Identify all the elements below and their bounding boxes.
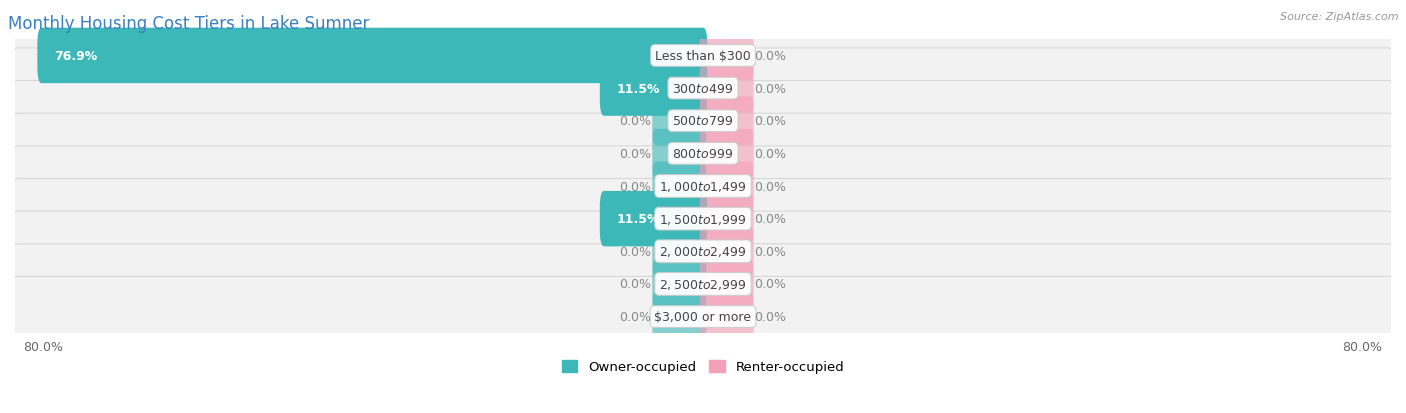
- Text: Source: ZipAtlas.com: Source: ZipAtlas.com: [1281, 12, 1399, 22]
- FancyBboxPatch shape: [700, 97, 754, 146]
- Text: $2,500 to $2,999: $2,500 to $2,999: [659, 277, 747, 291]
- Text: 76.9%: 76.9%: [55, 50, 98, 63]
- Text: 0.0%: 0.0%: [620, 180, 651, 193]
- FancyBboxPatch shape: [38, 28, 707, 84]
- Text: $1,500 to $1,999: $1,500 to $1,999: [659, 212, 747, 226]
- FancyBboxPatch shape: [600, 192, 707, 247]
- FancyBboxPatch shape: [700, 64, 754, 113]
- FancyBboxPatch shape: [11, 179, 1395, 259]
- FancyBboxPatch shape: [700, 32, 754, 81]
- Text: 0.0%: 0.0%: [755, 245, 786, 258]
- FancyBboxPatch shape: [700, 195, 754, 244]
- Text: 0.0%: 0.0%: [755, 147, 786, 161]
- Text: 11.5%: 11.5%: [617, 213, 661, 225]
- FancyBboxPatch shape: [700, 292, 754, 341]
- FancyBboxPatch shape: [652, 292, 706, 341]
- Text: 0.0%: 0.0%: [755, 82, 786, 95]
- FancyBboxPatch shape: [700, 162, 754, 211]
- Text: 0.0%: 0.0%: [620, 147, 651, 161]
- FancyBboxPatch shape: [700, 260, 754, 309]
- Text: $3,000 or more: $3,000 or more: [655, 310, 751, 323]
- Text: 0.0%: 0.0%: [755, 115, 786, 128]
- FancyBboxPatch shape: [652, 260, 706, 309]
- FancyBboxPatch shape: [11, 81, 1395, 161]
- Text: 0.0%: 0.0%: [620, 245, 651, 258]
- Text: Monthly Housing Cost Tiers in Lake Sumner: Monthly Housing Cost Tiers in Lake Sumne…: [8, 15, 370, 33]
- Text: Less than $300: Less than $300: [655, 50, 751, 63]
- Text: $300 to $499: $300 to $499: [672, 82, 734, 95]
- FancyBboxPatch shape: [652, 97, 706, 146]
- Text: 11.5%: 11.5%: [617, 82, 661, 95]
- FancyBboxPatch shape: [700, 227, 754, 276]
- FancyBboxPatch shape: [11, 244, 1395, 324]
- FancyBboxPatch shape: [11, 16, 1395, 96]
- Text: $500 to $799: $500 to $799: [672, 115, 734, 128]
- Text: 0.0%: 0.0%: [620, 278, 651, 291]
- Text: $1,000 to $1,499: $1,000 to $1,499: [659, 180, 747, 194]
- FancyBboxPatch shape: [11, 114, 1395, 194]
- Text: 0.0%: 0.0%: [755, 50, 786, 63]
- FancyBboxPatch shape: [652, 162, 706, 211]
- FancyBboxPatch shape: [11, 211, 1395, 292]
- Text: 80.0%: 80.0%: [24, 340, 63, 353]
- FancyBboxPatch shape: [11, 49, 1395, 129]
- Text: 0.0%: 0.0%: [755, 278, 786, 291]
- Text: $2,000 to $2,499: $2,000 to $2,499: [659, 244, 747, 259]
- Legend: Owner-occupied, Renter-occupied: Owner-occupied, Renter-occupied: [561, 360, 845, 373]
- FancyBboxPatch shape: [652, 227, 706, 276]
- Text: 80.0%: 80.0%: [1343, 340, 1382, 353]
- Text: $800 to $999: $800 to $999: [672, 147, 734, 161]
- Text: 0.0%: 0.0%: [755, 180, 786, 193]
- Text: 0.0%: 0.0%: [755, 310, 786, 323]
- FancyBboxPatch shape: [11, 277, 1395, 357]
- FancyBboxPatch shape: [652, 130, 706, 178]
- Text: 0.0%: 0.0%: [755, 213, 786, 225]
- Text: 0.0%: 0.0%: [620, 310, 651, 323]
- FancyBboxPatch shape: [11, 147, 1395, 227]
- FancyBboxPatch shape: [700, 130, 754, 178]
- Text: 0.0%: 0.0%: [620, 115, 651, 128]
- FancyBboxPatch shape: [600, 61, 707, 116]
